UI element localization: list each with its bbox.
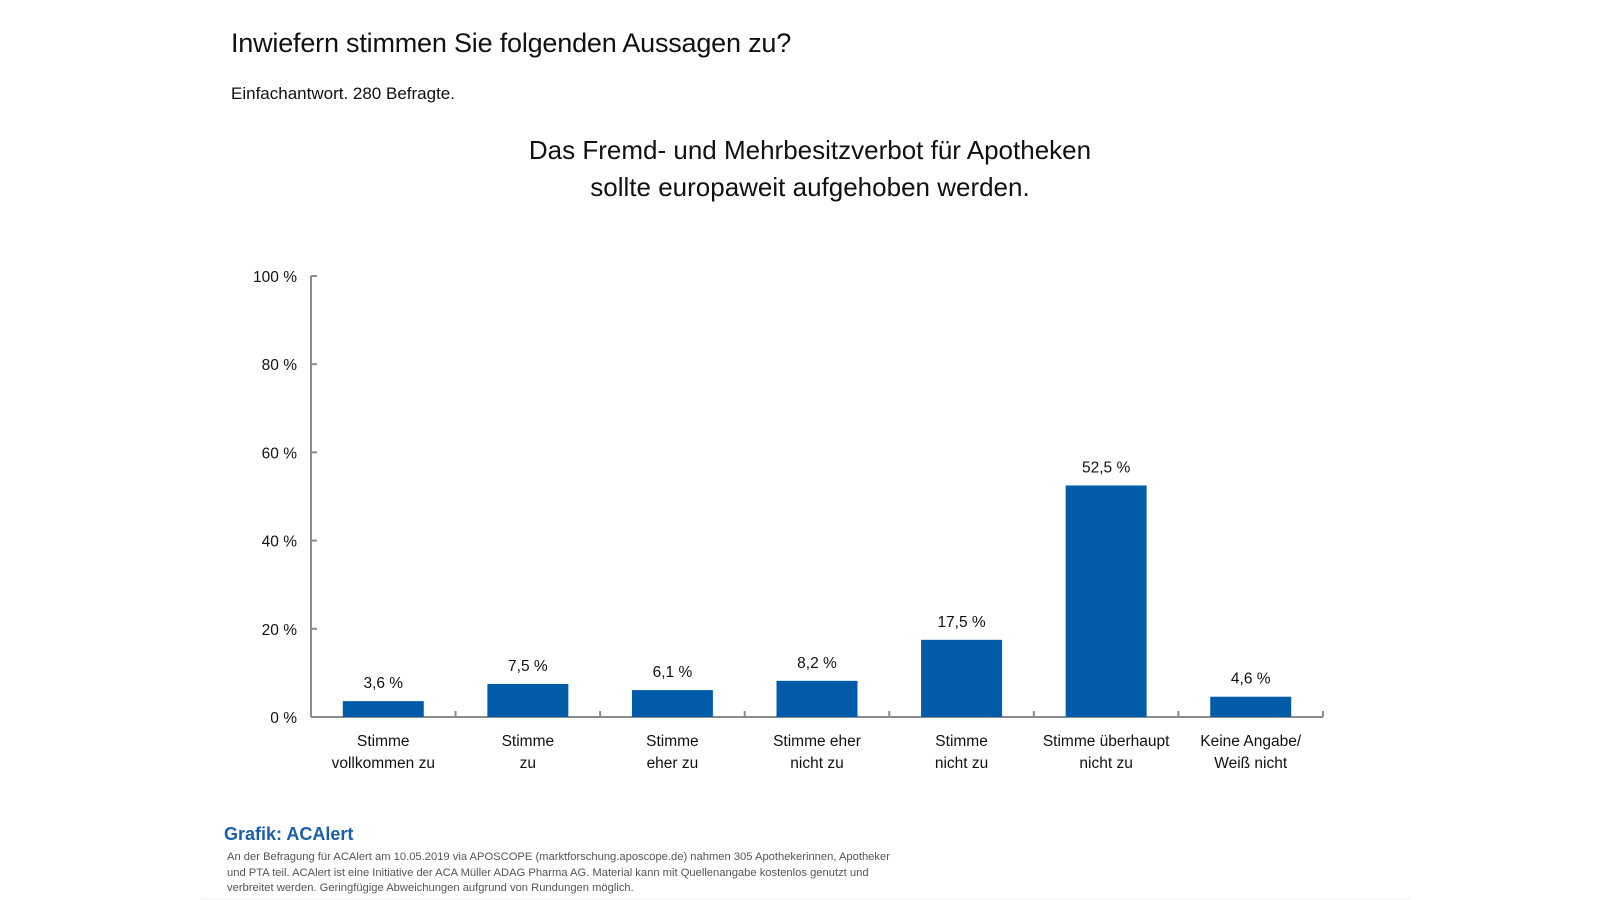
- bar: [1210, 696, 1292, 717]
- y-axis: 0 % 20 % 40 % 60 % 80 % 100 %: [253, 269, 317, 727]
- chart-title-line-2: sollte europaweit aufgehoben werden.: [590, 172, 1030, 202]
- y-tick-label: 100 %: [253, 269, 297, 286]
- bar-value-label: 4,6 %: [1231, 671, 1271, 688]
- x-tick-label: Keine Angabe/: [1200, 733, 1302, 750]
- bar-value-label: 7,5 %: [508, 658, 548, 675]
- page-title: Inwiefern stimmen Sie folgenden Aussagen…: [231, 28, 792, 58]
- x-tick-label: vollkommen zu: [332, 755, 435, 772]
- bar-value-label: 3,6 %: [363, 675, 403, 692]
- category-labels: Stimme vollkommen zu Stimme zu Stimme eher zu…: [332, 733, 1302, 772]
- x-tick-label: Stimme: [646, 733, 699, 750]
- bar: [631, 690, 713, 717]
- bar: [776, 680, 858, 717]
- x-tick-label: nicht zu: [790, 755, 843, 772]
- bar-value-label: 8,2 %: [797, 655, 837, 672]
- bar-value-label: 52,5 %: [1082, 459, 1130, 476]
- source-note: An der Befragung für ACAlert am 10.05.20…: [227, 850, 957, 897]
- bar: [1065, 485, 1147, 717]
- source-note-line-1: An der Befragung für ACAlert am 10.05.20…: [227, 851, 890, 863]
- x-tick-label: Stimme: [357, 733, 410, 750]
- x-tick-label: nicht zu: [935, 755, 988, 772]
- chart-title-line-1: Das Fremd- und Mehrbesitzverbot für Apot…: [528, 135, 1092, 165]
- bar: [921, 639, 1003, 717]
- x-tick-label: eher zu: [647, 755, 699, 772]
- bar-value-label: 17,5 %: [937, 614, 985, 631]
- bar-value-label: 6,1 %: [653, 664, 693, 681]
- chart-title: Das Fremd- und Mehrbesitzverbot für Apot…: [400, 132, 1220, 206]
- x-tick-label: Stimme überhaupt: [1043, 733, 1170, 750]
- bottom-divider: [200, 898, 1410, 900]
- source-note-line-3: verbreitet werden. Geringfügige Abweichu…: [227, 882, 634, 894]
- value-labels: 3,6 % 7,5 % 6,1 % 8,2 % 17,5 % 52,5 % 4,6 %: [363, 459, 1270, 692]
- y-tick-label: 80 %: [262, 357, 298, 374]
- bars: [342, 485, 1292, 717]
- y-tick-label: 60 %: [262, 445, 298, 462]
- x-tick-label: Stimme: [935, 733, 988, 750]
- bar: [487, 683, 569, 717]
- x-tick-label: Stimme eher: [773, 733, 861, 750]
- y-tick-label: 0 %: [270, 710, 297, 727]
- x-tick-label: zu: [520, 755, 536, 772]
- x-tick-label: nicht zu: [1079, 755, 1132, 772]
- source-note-line-2: und PTA teil. ACAlert ist eine Initiativ…: [227, 866, 869, 879]
- page-subtitle: Einfachantwort. 280 Befragte.: [231, 84, 455, 103]
- y-tick-label: 20 %: [262, 622, 298, 639]
- x-tick-label: Weiß nicht: [1214, 755, 1288, 772]
- y-tick-label: 40 %: [262, 534, 298, 551]
- x-tick-label: Stimme: [502, 733, 555, 750]
- bar: [342, 701, 424, 717]
- source-label: Grafik: ACAlert: [224, 824, 354, 844]
